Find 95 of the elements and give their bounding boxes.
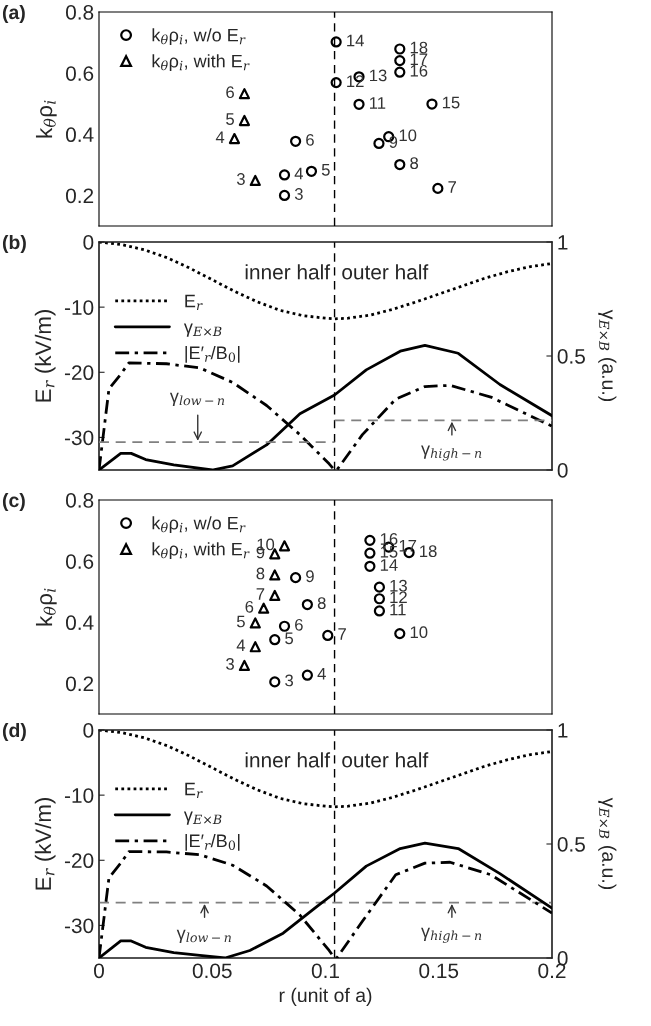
annotation: 14 [347, 34, 364, 47]
annotation: γ$_{high−n}$ [421, 927, 482, 943]
y2-tick-label: 0.5 [557, 349, 585, 364]
x-tick-label: 0.05 [192, 963, 232, 979]
annotation: 17 [399, 539, 417, 552]
legend-label: E$_{r}$ [185, 782, 203, 799]
legend-label: k$_{θ}$ρ$_{i}$, w/o E$_{r}$ [152, 516, 246, 534]
annotation: 8 [410, 157, 419, 170]
annotation: 3 [285, 674, 294, 687]
annotation: 18 [420, 545, 437, 558]
annotation: 6 [306, 133, 314, 146]
annotation: outer half [342, 264, 429, 280]
annotation: 7 [338, 628, 346, 640]
y-tick-label: -10 [64, 788, 94, 803]
annotation: 12 [390, 591, 407, 604]
annotation: 4 [294, 167, 304, 180]
annotation: 11 [370, 97, 386, 109]
y-tick-label: -30 [64, 430, 94, 446]
chart-title: (a) [2, 4, 25, 24]
y-tick-label: -30 [64, 918, 94, 934]
y-tick-label: 0.4 [65, 615, 94, 631]
y2-axis-title: γ$_{E×B}$ (a.u.) [598, 797, 617, 890]
y-tick-label: -10 [64, 300, 94, 315]
y2-tick-label: 1 [558, 723, 568, 738]
y-tick-label: 0 [83, 723, 94, 738]
y-axis-title: k$_{θ}$ρ$_{i}$ [35, 100, 57, 138]
y-axis-title: E$_{r}$ (kV/m) [34, 310, 56, 402]
annotation: 8 [317, 597, 326, 610]
annotation: inner half [245, 752, 331, 768]
y-tick-label: 0 [83, 235, 94, 250]
annotation: 4 [236, 639, 246, 652]
annotation: 3 [294, 188, 303, 200]
y2-tick-label: 0 [557, 463, 568, 478]
legend-label: |E′$_{r}$/B$_{0}$| [185, 345, 240, 363]
y-tick-label: 0.8 [65, 493, 94, 508]
chart-title: (d) [2, 722, 26, 742]
chart-title: (b) [2, 234, 26, 254]
annotation: 15 [380, 546, 398, 558]
x-tick-label: 0 [94, 963, 104, 979]
legend-label: γ$_{E×B}$ [183, 811, 222, 825]
annotation: 6 [295, 618, 303, 631]
y-tick-label: -20 [64, 853, 94, 869]
annotation: inner half [245, 264, 331, 280]
annotation: 5 [285, 632, 294, 645]
y-tick-label: 0.4 [65, 127, 94, 143]
annotation: 8 [256, 567, 265, 580]
annotation: 3 [236, 173, 245, 185]
legend-label: k$_{θ}$ρ$_{i}$, with E$_{r}$ [152, 542, 250, 560]
legend-label: E$_{r}$ [185, 294, 203, 311]
annotation: 4 [317, 668, 326, 680]
annotation: 3 [226, 658, 234, 670]
annotation: 6 [226, 86, 234, 99]
y-axis-title: k$_{θ}$ρ$_{i}$ [35, 588, 57, 626]
annotation: 18 [410, 41, 428, 54]
annotation: γ$_{low−n}$ [176, 929, 231, 943]
chart-title: (c) [2, 492, 25, 512]
annotation: γ$_{low−n}$ [169, 392, 225, 406]
x-axis-title: r (unit of a) [279, 987, 372, 1006]
y-axis-title: E$_{r}$ (kV/m) [34, 798, 56, 890]
annotation: 7 [448, 181, 456, 193]
y2-axis-title: γ$_{E×B}$ (a.u.) [598, 309, 617, 402]
y-tick-label: 0.6 [65, 66, 94, 81]
annotation: 13 [370, 69, 387, 82]
y2-tick-label: 0.5 [557, 837, 585, 852]
legend-label: k$_{θ}$ρ$_{i}$, w/o E$_{r}$ [152, 28, 246, 46]
annotation: 6 [245, 600, 254, 613]
annotation: 16 [410, 64, 428, 77]
annotation: 16 [380, 533, 398, 545]
y-tick-label: -20 [64, 365, 94, 381]
annotation: 7 [256, 588, 265, 600]
annotation: 17 [410, 53, 428, 65]
annotation: 13 [390, 579, 407, 592]
annotation: 5 [321, 164, 330, 176]
annotation: 14 [380, 559, 398, 571]
x-tick-label: 0.15 [419, 963, 459, 979]
annotation: 9 [306, 570, 314, 583]
y-tick-label: 0.6 [65, 554, 94, 569]
annotation: 15 [442, 96, 460, 109]
annotation: 12 [347, 75, 364, 87]
y-tick-label: 0.8 [65, 5, 94, 20]
legend-label: k$_{θ}$ρ$_{i}$, with E$_{r}$ [152, 54, 250, 72]
annotation: 10 [410, 626, 428, 639]
legend-label: γ$_{E×B}$ [183, 323, 222, 337]
annotation: 5 [236, 615, 245, 628]
annotation: γ$_{high−n}$ [421, 445, 482, 461]
y-tick-label: 0.2 [65, 188, 94, 204]
annotation: 4 [215, 131, 225, 143]
annotation: 10 [399, 129, 417, 142]
annotation: 11 [390, 603, 406, 616]
annotation: 5 [226, 113, 234, 125]
legend-label: |E′$_{r}$/B$_{0}$| [185, 833, 240, 851]
y-tick-label: 0.2 [65, 676, 94, 692]
y2-tick-label: 1 [558, 235, 568, 250]
x-tick-label: 0.1 [311, 963, 339, 979]
annotation: outer half [342, 752, 429, 768]
